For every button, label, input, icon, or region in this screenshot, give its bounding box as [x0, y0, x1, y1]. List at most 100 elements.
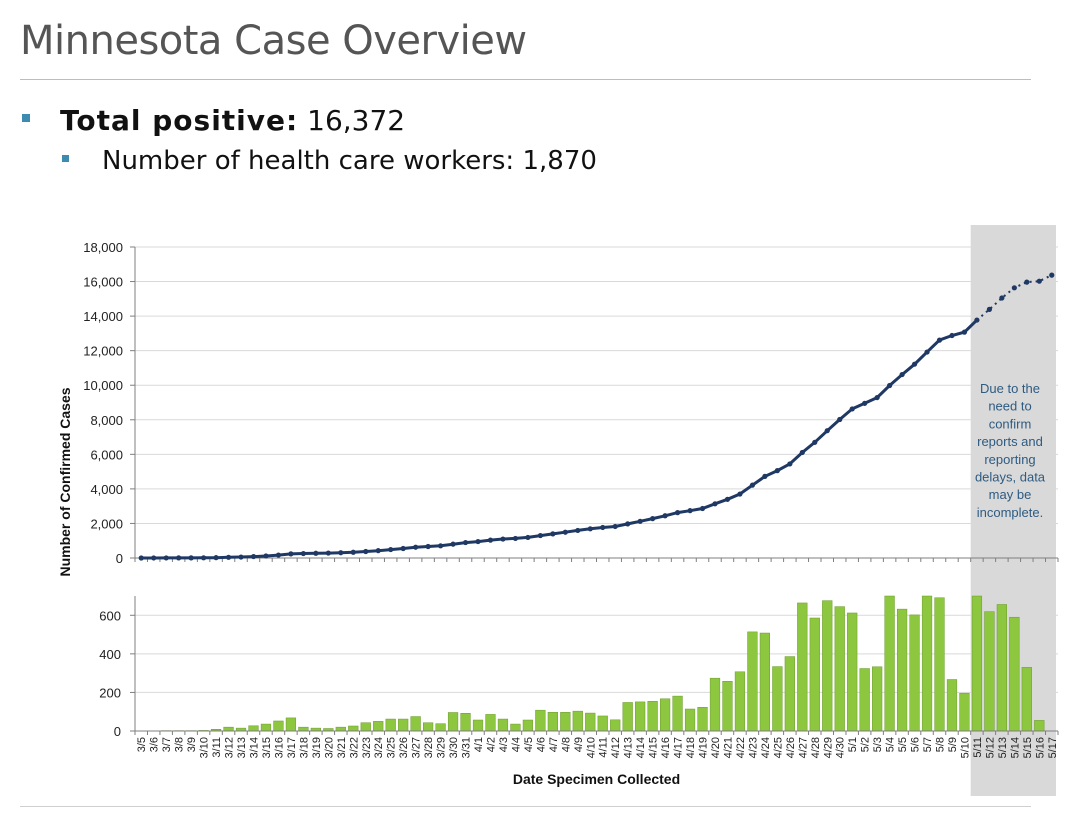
daily-cases-bar: [996, 604, 1007, 732]
date-tick-label: 4/1: [473, 737, 485, 752]
date-tick-label: 4/16: [660, 737, 672, 758]
date-tick-label: 3/6: [149, 737, 161, 752]
date-tick-label: 4/2: [486, 737, 498, 752]
date-tick-label: 4/5: [523, 737, 535, 752]
cases-point: [849, 406, 855, 412]
date-tick-label: 4/26: [785, 737, 797, 758]
daily-cases-bar: [560, 712, 571, 732]
date-tick-label: 3/29: [436, 737, 448, 758]
daily-cases-bar: [722, 680, 733, 732]
daily-cases-bar: [447, 712, 459, 732]
line-ytick-label: 18,000: [83, 240, 123, 255]
cases-point: [225, 554, 232, 560]
date-tick-label: 5/3: [872, 737, 884, 752]
date-tick-label: 3/11: [211, 737, 223, 758]
cases-point: [400, 545, 406, 552]
daily-cases-bar: [859, 668, 870, 732]
date-tick-label: 3/20: [323, 737, 335, 758]
daily-cases-bar: [921, 595, 933, 732]
line-ytick-label: 2,000: [90, 516, 123, 531]
cases-point: [512, 535, 519, 542]
date-tick-label: 3/14: [249, 737, 261, 758]
cases-point: [600, 524, 606, 531]
cases-point: [500, 536, 506, 542]
cases-point: [188, 555, 194, 561]
daily-cases-bar: [572, 710, 583, 732]
daily-cases-bar: [360, 722, 371, 732]
date-tick-label: 5/13: [997, 737, 1009, 758]
page-title: Minnesota Case Overview: [20, 18, 527, 64]
date-tick-label: 3/25: [386, 737, 398, 758]
cases-point: [313, 550, 319, 556]
cases-point: [749, 482, 756, 488]
cases-point: [874, 394, 880, 401]
date-tick-label: 5/8: [935, 737, 947, 752]
cases-point: [537, 532, 543, 539]
cases-point: [762, 473, 768, 479]
daily-cases-bar: [535, 709, 546, 732]
daily-cases-bar: [959, 692, 970, 732]
total-positive-line: Total positive: 16,372: [60, 104, 405, 137]
daily-cases-bar: [385, 718, 396, 732]
date-tick-label: 3/5: [136, 737, 148, 752]
daily-cases-bar: [522, 719, 534, 732]
daily-cases-bar: [809, 617, 820, 732]
daily-cases-bar: [610, 719, 621, 732]
incomplete-data-note: may be: [989, 487, 1032, 502]
cases-point: [687, 508, 693, 514]
daily-cases-bar: [423, 722, 434, 732]
date-tick-label: 3/19: [311, 737, 323, 758]
total-positive-label: Total positive:: [60, 104, 299, 137]
cases-point: [911, 361, 918, 367]
incomplete-data-note: Due to the: [980, 381, 1040, 396]
date-tick-label: 5/1: [847, 737, 859, 752]
cases-point: [325, 550, 331, 556]
date-tick-label: 5/6: [910, 737, 922, 752]
cases-point: [1024, 279, 1030, 285]
date-tick-label: 4/14: [635, 737, 647, 758]
daily-cases-bar: [896, 608, 908, 732]
date-tick-label: 4/22: [735, 737, 747, 758]
daily-cases-bar: [822, 600, 833, 732]
line-ytick-label: 10,000: [83, 378, 123, 393]
date-tick-label: 4/29: [822, 737, 834, 758]
daily-cases-bar: [635, 701, 646, 732]
daily-cases-bar: [909, 614, 920, 732]
date-tick-label: 4/18: [685, 737, 697, 758]
daily-cases-bar: [834, 606, 845, 732]
date-tick-label: 4/27: [797, 737, 809, 758]
cases-point: [887, 382, 893, 389]
bullet-square-icon: [62, 155, 69, 162]
cases-point: [238, 554, 244, 560]
date-tick-label: 4/3: [498, 737, 510, 752]
incomplete-data-note: need to: [988, 399, 1031, 414]
date-tick-label: 3/26: [398, 737, 410, 758]
daily-cases-bar: [248, 725, 259, 732]
date-tick-label: 3/21: [336, 737, 348, 758]
cases-point: [699, 505, 706, 512]
daily-cases-bar: [497, 718, 509, 732]
incomplete-data-note: reporting: [984, 452, 1035, 467]
date-tick-label: 3/27: [411, 737, 423, 758]
date-tick-label: 4/15: [648, 737, 660, 758]
cases-point: [213, 555, 219, 561]
date-tick-label: 4/21: [723, 737, 735, 758]
date-tick-label: 4/23: [747, 737, 759, 758]
date-tick-label: 3/16: [273, 737, 285, 758]
cases-point: [974, 317, 980, 323]
cases-point: [275, 552, 282, 558]
cases-point: [961, 329, 968, 335]
daily-cases-bar: [847, 612, 858, 732]
cases-point: [363, 548, 369, 555]
date-tick-label: 4/13: [623, 737, 635, 758]
cases-point: [176, 555, 182, 561]
date-tick-label: 3/17: [286, 737, 298, 758]
date-tick-label: 5/14: [1009, 737, 1021, 758]
date-tick-label: 4/12: [610, 737, 622, 758]
cases-point: [487, 537, 494, 543]
daily-cases-bar: [585, 712, 596, 732]
date-tick-label: 4/17: [673, 737, 685, 758]
cases-point: [737, 491, 743, 497]
date-tick-label: 5/11: [972, 737, 984, 758]
